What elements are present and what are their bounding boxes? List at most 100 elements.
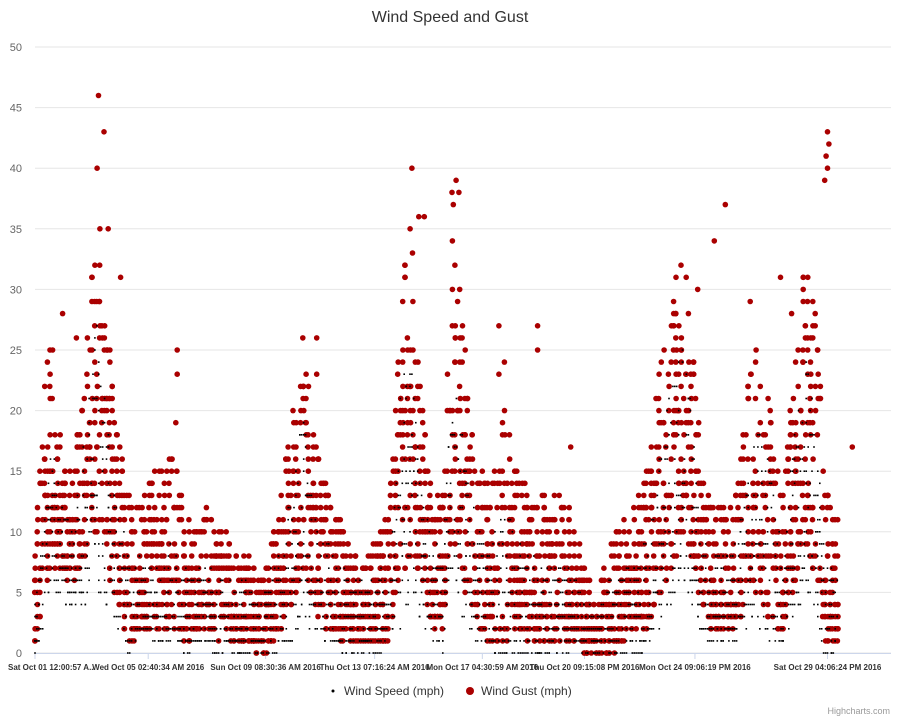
speed-point: [374, 652, 376, 654]
speed-point: [279, 591, 282, 594]
speed-point: [509, 591, 512, 594]
speed-point: [231, 603, 233, 606]
gust-point: [477, 480, 483, 487]
speed-point: [291, 518, 293, 521]
speed-point: [444, 518, 446, 521]
speed-point: [152, 640, 154, 642]
speed-point: [372, 652, 375, 654]
speed-point: [239, 640, 241, 642]
speed-point: [339, 615, 342, 618]
speed-point: [128, 640, 131, 642]
speed-point: [229, 640, 231, 642]
speed-point: [283, 603, 286, 606]
speed-point: [664, 446, 666, 448]
speed-point: [351, 652, 353, 654]
speed-point: [444, 591, 446, 594]
gust-point: [804, 298, 811, 305]
gust-point: [491, 468, 498, 475]
speed-point: [581, 628, 583, 630]
speed-point: [314, 518, 317, 521]
speed-point: [204, 628, 206, 630]
speed-point: [368, 640, 371, 642]
gust-point: [154, 553, 160, 559]
speed-point: [165, 640, 168, 642]
speed-point: [380, 603, 382, 606]
speed-point: [349, 640, 351, 642]
speed-point: [295, 628, 297, 630]
speed-point: [262, 640, 264, 642]
speed-point: [175, 567, 177, 569]
gust-point: [293, 589, 299, 596]
speed-point: [646, 628, 649, 630]
speed-point: [614, 591, 616, 594]
speed-point: [376, 591, 378, 594]
speed-point: [98, 579, 100, 582]
speed-point: [507, 640, 510, 642]
speed-point: [436, 640, 438, 642]
speed-point: [496, 628, 498, 630]
gust-point: [472, 553, 478, 559]
gust-point: [47, 529, 53, 535]
gust-point: [343, 553, 349, 559]
speed-point: [175, 628, 177, 630]
speed-point: [40, 628, 42, 630]
gust-point: [494, 638, 500, 644]
speed-point: [447, 531, 450, 533]
gust-point: [705, 492, 712, 499]
speed-point: [61, 567, 63, 569]
speed-point: [685, 373, 688, 375]
gust-point: [44, 577, 51, 584]
speed-point: [610, 615, 612, 618]
speed-point: [436, 579, 438, 582]
gust-point: [285, 444, 291, 450]
speed-point: [434, 603, 436, 606]
gust-point: [824, 129, 831, 135]
speed-point: [677, 361, 680, 363]
gust-point: [181, 638, 187, 644]
speed-point: [121, 543, 123, 545]
speed-point: [614, 603, 616, 606]
gust-point: [270, 638, 277, 644]
x-tick-label: Sat Oct 29 04:06:24 PM 2016: [774, 663, 882, 672]
gust-point: [422, 432, 429, 438]
speed-point: [59, 567, 61, 569]
gust-point: [126, 492, 132, 499]
gust-point: [782, 613, 789, 620]
gust-point: [635, 492, 642, 499]
speed-point: [111, 591, 114, 594]
speed-point: [258, 615, 260, 618]
gust-point: [683, 492, 689, 499]
speed-point: [639, 652, 641, 654]
speed-point: [401, 543, 404, 545]
speed-point: [502, 652, 504, 654]
speed-point: [243, 640, 245, 642]
gust-point: [688, 480, 694, 487]
speed-point: [223, 628, 226, 630]
gust-point: [623, 541, 630, 547]
speed-point: [360, 652, 363, 654]
speed-point: [76, 494, 79, 497]
speed-point: [113, 579, 115, 582]
speed-point: [389, 579, 392, 582]
gust-point: [466, 468, 473, 475]
speed-point: [422, 555, 425, 557]
speed-point: [633, 567, 635, 569]
gust-point: [64, 577, 70, 584]
speed-point: [675, 421, 678, 424]
speed-point: [113, 494, 115, 497]
speed-point: [602, 615, 605, 618]
speed-point: [488, 640, 490, 642]
speed-point: [542, 615, 545, 618]
gust-point: [424, 577, 431, 584]
speed-point: [488, 579, 490, 582]
gust-point: [459, 492, 465, 499]
speed-point: [531, 615, 533, 618]
speed-point: [579, 640, 581, 642]
gust-point: [41, 480, 48, 487]
gust-point: [270, 553, 277, 559]
speed-point: [461, 434, 463, 436]
speed-point: [476, 628, 479, 630]
speed-point: [80, 591, 83, 594]
speed-point: [681, 482, 684, 485]
speed-point: [212, 603, 214, 606]
